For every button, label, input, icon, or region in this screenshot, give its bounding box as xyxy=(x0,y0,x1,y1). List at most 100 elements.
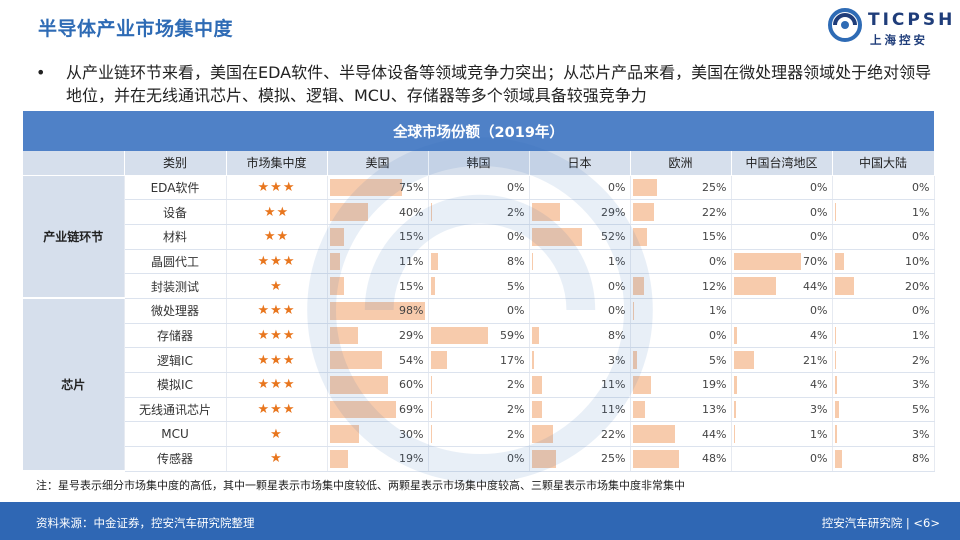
share-value: 19% xyxy=(702,378,727,392)
share-value: 1% xyxy=(912,205,930,219)
share-value: 15% xyxy=(702,230,727,244)
share-value: 54% xyxy=(399,353,424,367)
share-cell-usa: 15% xyxy=(327,273,429,299)
category-cell: 微处理器 xyxy=(124,298,227,324)
share-bar xyxy=(329,326,358,345)
footer-bar: 资料来源：中金证券，控安汽车研究院整理 控安汽车研究院 | <6> xyxy=(0,502,960,540)
share-value: 48% xyxy=(702,452,727,466)
group-label: 产业链环节 xyxy=(23,175,125,300)
share-value: 8% xyxy=(912,452,930,466)
share-value: 10% xyxy=(905,254,930,268)
share-bar xyxy=(531,252,533,271)
share-value: 0% xyxy=(507,452,525,466)
logo-mark-icon xyxy=(828,8,862,42)
share-cell-europe: 19% xyxy=(630,372,732,398)
share-value: 1% xyxy=(709,304,727,318)
share-value: 3% xyxy=(912,427,930,441)
share-cell-taiwan: 4% xyxy=(731,323,833,349)
share-bar xyxy=(329,351,382,369)
share-value: 5% xyxy=(507,279,525,293)
share-cell-mainland: 1% xyxy=(832,323,935,349)
footnote: 注：星号表示细分市场集中度的高低，其中一颗星表示市场集中度较低、两颗星表示市场集… xyxy=(36,479,685,492)
share-cell-korea: 2% xyxy=(428,372,530,398)
company-logo: TICPSH 上海控安 xyxy=(828,6,952,48)
share-cell-mainland: 8% xyxy=(832,446,935,472)
share-cell-taiwan: 3% xyxy=(731,397,833,423)
category-cell: 设备 xyxy=(124,199,227,225)
group-label: 芯片 xyxy=(23,298,125,473)
share-value: 0% xyxy=(810,205,828,219)
share-cell-korea: 0% xyxy=(428,446,530,472)
concentration-stars: ★★★ xyxy=(226,249,328,275)
market-share-table: 类别 市场集中度 美国 韩国 日本 欧洲 中国台湾地区 中国大陆 产业链环节 ED… xyxy=(23,151,935,473)
category-cell: 无线通讯芯片 xyxy=(124,397,227,423)
share-value: 19% xyxy=(399,452,424,466)
share-bar xyxy=(531,351,535,369)
table-header-row: 类别 市场集中度 美国 韩国 日本 欧洲 中国台湾地区 中国大陆 xyxy=(23,151,935,176)
share-value: 4% xyxy=(810,328,828,342)
share-value: 15% xyxy=(399,230,424,244)
share-bar xyxy=(531,425,553,444)
share-cell-usa: 60% xyxy=(327,372,429,398)
share-value: 25% xyxy=(702,180,727,194)
share-cell-usa: 75% xyxy=(327,175,429,201)
share-bar xyxy=(733,277,777,295)
share-bar xyxy=(632,203,654,221)
share-cell-japan: 11% xyxy=(529,372,631,398)
footer-source: 资料来源：中金证券，控安汽车研究院整理 xyxy=(36,516,255,530)
share-value: 40% xyxy=(399,205,424,219)
concentration-stars: ★★★ xyxy=(226,397,328,423)
share-cell-europe: 25% xyxy=(630,175,732,201)
share-value: 1% xyxy=(608,254,626,268)
share-value: 3% xyxy=(912,378,930,392)
share-bar xyxy=(834,351,837,369)
share-value: 11% xyxy=(399,254,424,268)
share-cell-usa: 11% xyxy=(327,249,429,275)
share-cell-japan: 0% xyxy=(529,175,631,201)
share-cell-korea: 0% xyxy=(428,175,530,201)
share-bar xyxy=(329,227,345,246)
share-cell-mainland: 3% xyxy=(832,421,935,448)
share-bar xyxy=(632,425,676,444)
header-taiwan: 中国台湾地区 xyxy=(731,151,833,176)
concentration-stars: ★★ xyxy=(226,199,328,225)
share-bar xyxy=(632,376,651,394)
share-bar xyxy=(531,326,540,345)
share-bar xyxy=(632,178,657,197)
share-bar xyxy=(430,252,439,271)
share-value: 20% xyxy=(905,279,930,293)
table-row: 设备 ★★ 40% 2% 29% 22% 0% 1% xyxy=(23,199,935,225)
concentration-stars: ★★ xyxy=(226,224,328,250)
table-row: 产业链环节 EDA软件 ★★★ 75% 0% 0% 25% 0% 0% xyxy=(23,175,935,300)
share-cell-europe: 13% xyxy=(630,397,732,423)
share-bar xyxy=(834,277,854,295)
category-cell: 材料 xyxy=(124,224,227,250)
share-cell-japan: 8% xyxy=(529,323,631,349)
share-value: 2% xyxy=(507,403,525,417)
share-bar xyxy=(329,425,359,444)
share-value: 0% xyxy=(912,230,930,244)
share-value: 0% xyxy=(810,452,828,466)
share-value: 0% xyxy=(810,230,828,244)
share-cell-japan: 22% xyxy=(529,421,631,448)
share-value: 4% xyxy=(810,378,828,392)
table-row: 逻辑IC ★★★ 54% 17% 3% 5% 21% 2% xyxy=(23,347,935,373)
share-cell-japan: 1% xyxy=(529,249,631,275)
share-cell-taiwan: 0% xyxy=(731,199,833,225)
share-cell-mainland: 0% xyxy=(832,298,935,324)
share-bar xyxy=(329,203,369,221)
share-value: 29% xyxy=(601,205,626,219)
share-cell-mainland: 20% xyxy=(832,273,935,299)
share-cell-taiwan: 0% xyxy=(731,298,833,324)
share-cell-japan: 25% xyxy=(529,446,631,472)
header-concentration: 市场集中度 xyxy=(226,151,328,176)
header-japan: 日本 xyxy=(529,151,631,176)
share-cell-taiwan: 1% xyxy=(731,421,833,448)
category-cell: EDA软件 xyxy=(124,175,227,201)
share-cell-europe: 48% xyxy=(630,446,732,472)
share-value: 70% xyxy=(803,254,828,268)
share-bar xyxy=(632,227,648,246)
header-korea: 韩国 xyxy=(428,151,530,176)
share-bar xyxy=(733,252,802,271)
share-value: 1% xyxy=(912,328,930,342)
